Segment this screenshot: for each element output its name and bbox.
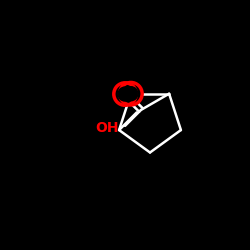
Circle shape — [120, 82, 142, 105]
Circle shape — [118, 87, 132, 101]
Text: OH: OH — [95, 121, 119, 135]
Circle shape — [114, 83, 136, 105]
Circle shape — [124, 87, 138, 101]
